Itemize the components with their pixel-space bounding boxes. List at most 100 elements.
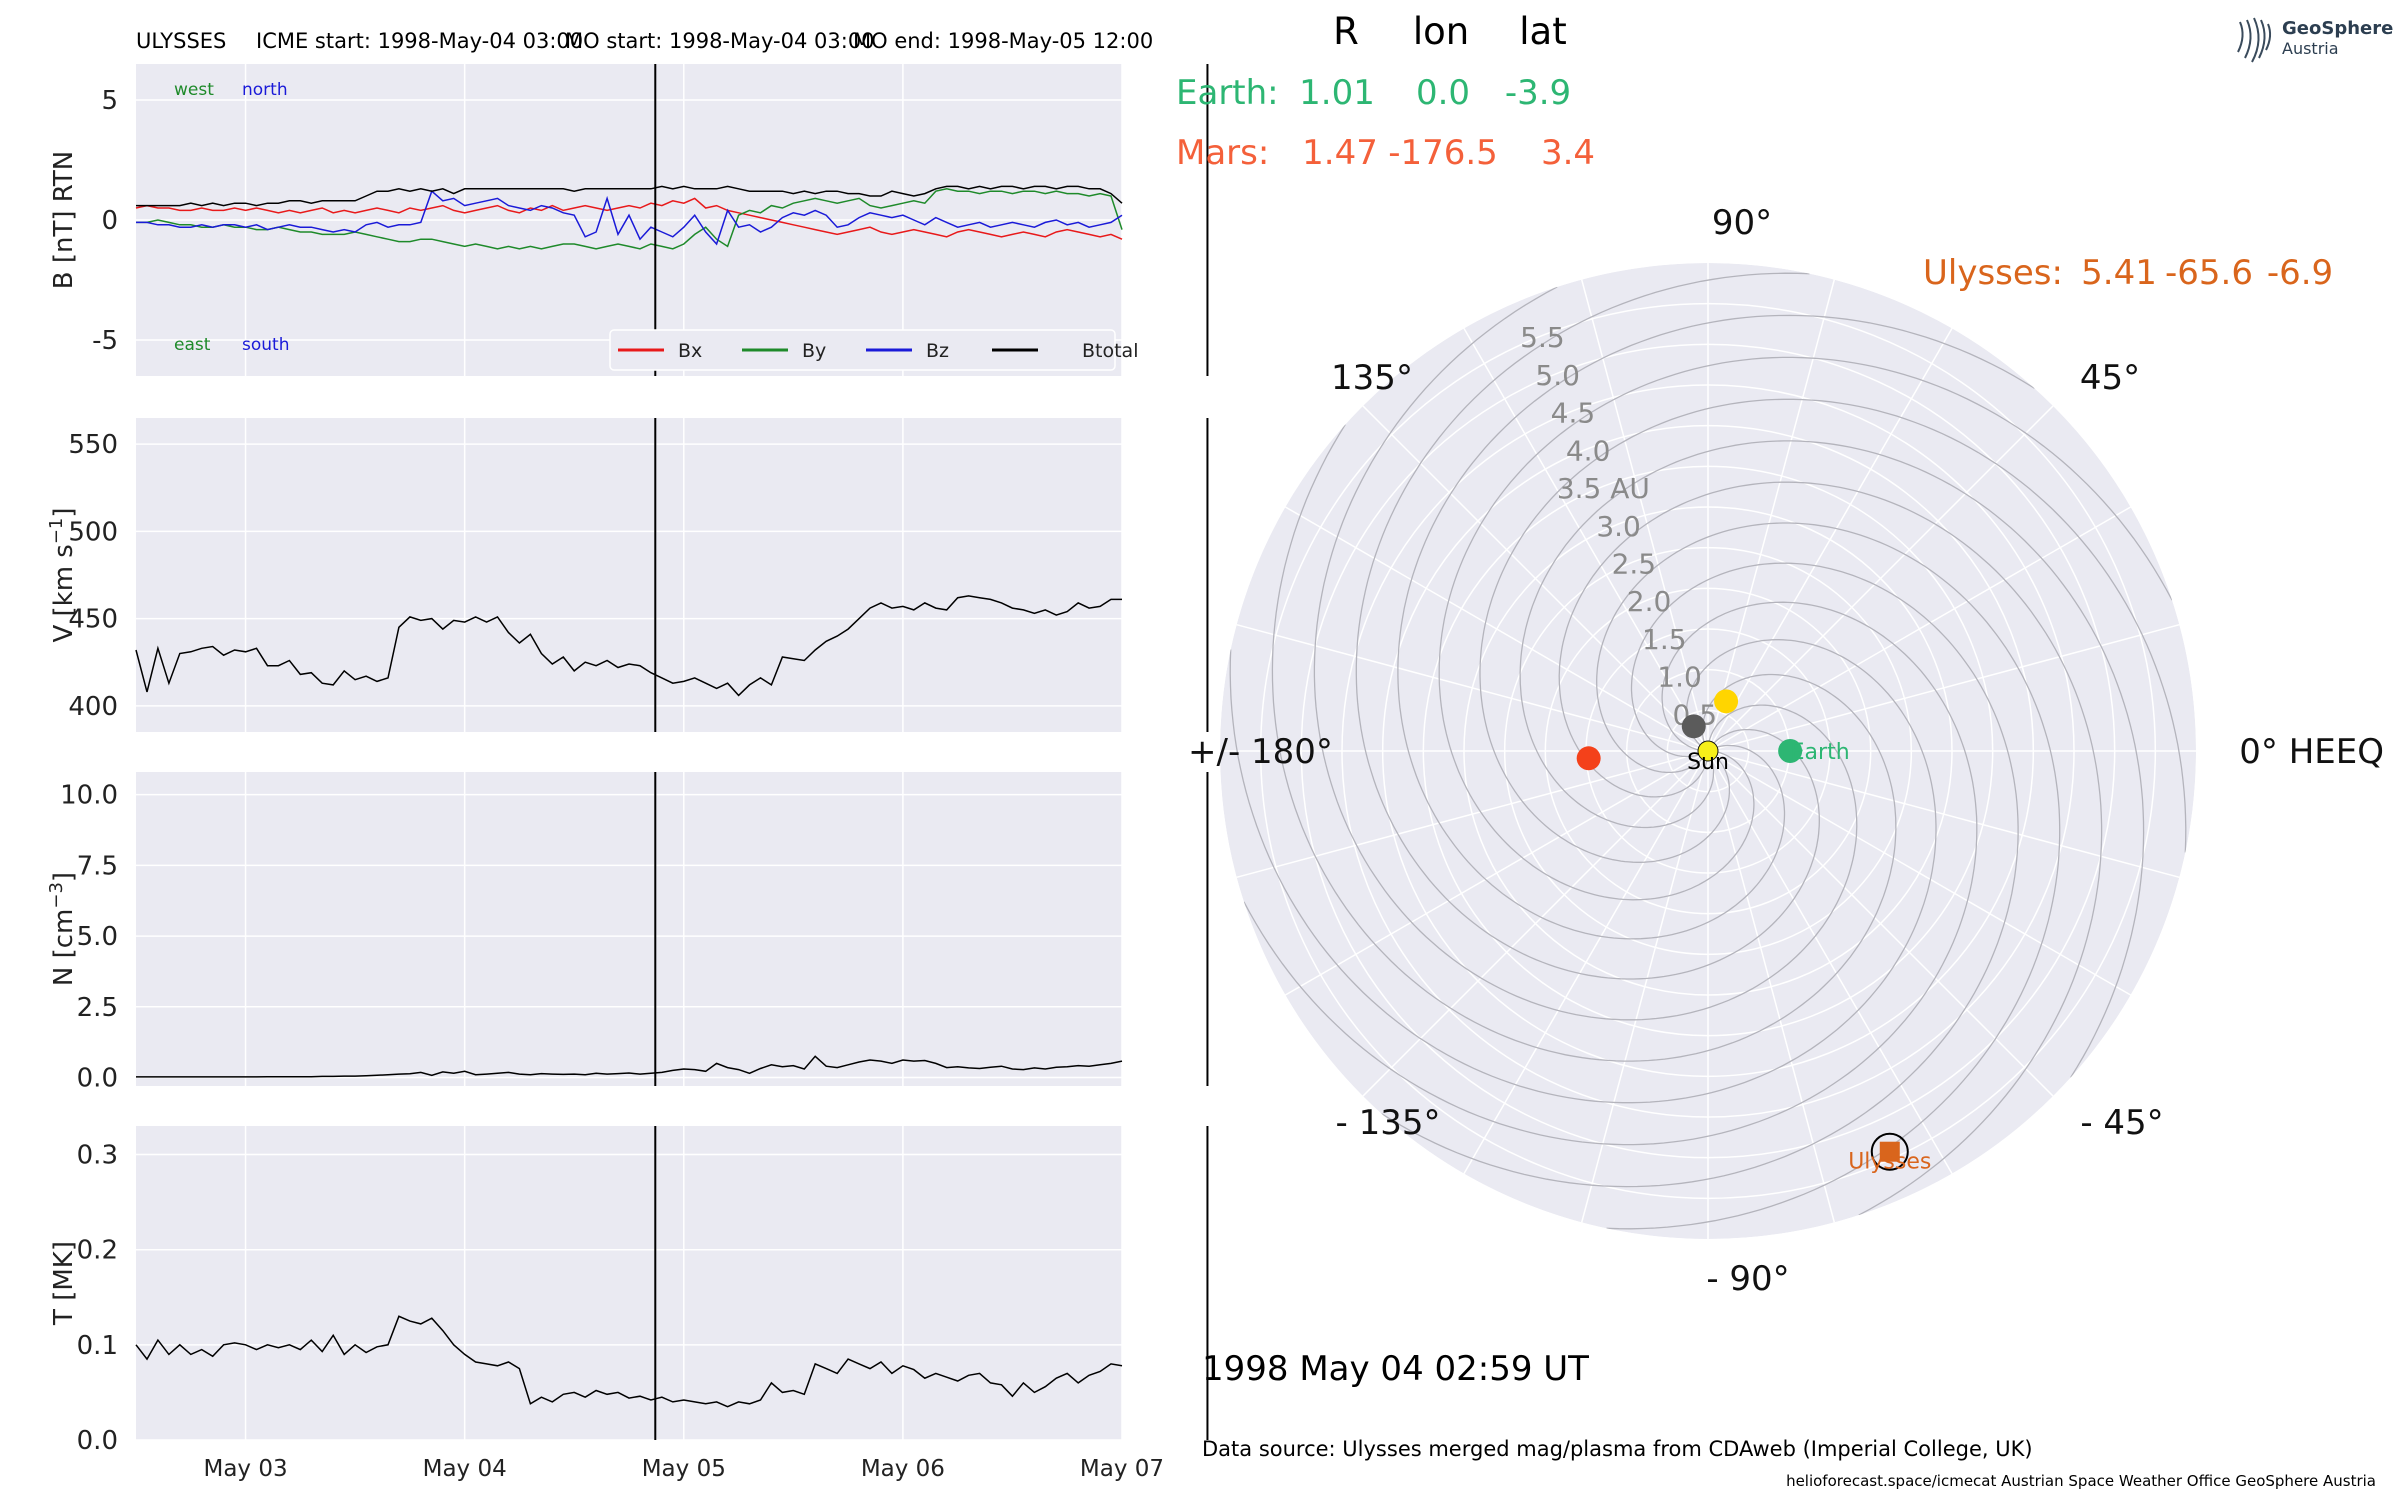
y-axis-label-end: ] [49,872,79,882]
body-marker [1714,689,1739,714]
parker-spiral [1397,314,2035,940]
angular-gridline [1707,750,1953,1174]
data-source: Data source: Ulysses merged mag/plasma f… [1202,1437,2033,1461]
polar-plot: 0.51.01.52.02.53.03.5 AU4.04.55.05.50° H… [1188,203,2384,1299]
series-bx [135,197,1123,240]
y-axis-label-exp: −3 [46,882,67,909]
y-tick-label: 5 [101,86,118,116]
legend-label: Bx [678,340,702,362]
earth-lat: -3.9 [1505,73,1571,113]
y-tick-label: 0.2 [77,1236,118,1266]
y-tick-label: 7.5 [77,851,118,881]
credits: helioforecast.space/icmecat Austrian Spa… [1786,1472,2376,1490]
radial-tick-label: 2.5 [1612,547,1657,580]
header-mo-start: MO start: 1998-May-04 03:00 [565,29,875,53]
earth-position-row: Earth: 1.01 0.0 -3.9 [1176,73,1571,113]
ulysses-label: Ulysses: [1923,253,2063,293]
y-axis-label: B [nT] RTN [49,151,79,290]
radial-tick-label: 5.0 [1535,359,1580,392]
legend-label: Btotal [1082,340,1138,362]
body-marker [1778,739,1803,763]
angular-gridline [1707,750,2131,996]
ulysses-lon: -65.6 [2165,253,2253,293]
parker-spiral [1243,601,1978,1146]
earth-lon: 0.0 [1416,73,1470,113]
body-label: Ulysses [1848,1150,1931,1175]
panel-4: 0.0 0.1 0.2 0.3 T [MK] May 03 May 04 May 05 May … [49,1126,1209,1482]
angle-tick-label: - 135° [1336,1103,1441,1143]
direction-annotation: south [242,335,289,355]
angle-tick-label: - 45° [2080,1103,2163,1143]
angular-gridline [1285,750,1709,996]
angular-gridline [1463,750,1709,1174]
polar-border [1214,257,2202,1245]
radial-tick-label: 3.0 [1596,510,1641,543]
radial-tick-label: 1.0 [1657,661,1702,694]
parker-spiral [1558,481,2103,1216]
y-axis-label-main: V [km s [49,544,79,642]
body-mars [1576,746,1601,771]
panel-2: 400 450 500 550 V [km s−1] [46,418,1209,732]
x-tick-label: May 07 [1080,1456,1164,1482]
body-ring [1870,1132,1909,1171]
parker-spiral [1229,639,1937,1104]
angle-tick-label: 0° HEEQ [2239,732,2384,772]
y-axis-label: T [MK] [49,1241,79,1326]
radial-tick-label: 4.0 [1566,434,1611,467]
series-by [136,188,1123,250]
x-tick-label: May 04 [423,1456,507,1482]
y-tick-label: 500 [68,517,118,547]
body-sun: Sun [1687,740,1729,775]
parker-spiral [1596,522,2061,1230]
series-v [135,595,1122,697]
y-tick-label: 2.5 [77,993,118,1023]
body-marker-5 [1681,714,1706,739]
radial-tick-label: 3.5 AU [1557,472,1650,505]
angular-gridline [1463,328,1709,752]
series-btotal [136,185,1123,207]
header-mo-end: MO end: 1998-May-05 12:00 [853,29,1153,53]
angular-gridline [1707,328,1953,752]
parker-spiral [1313,286,1858,1021]
header-spacecraft: ULYSSES [136,29,226,53]
x-tick-label: May 03 [203,1456,287,1482]
parker-spiral [1519,440,2145,1078]
series-t [135,1315,1123,1408]
body-marker [1681,714,1706,739]
angle-tick-label: 135° [1331,358,1413,398]
header-icme-start: ICME start: 1998-May-04 03:00 [256,29,583,53]
body-label: Sun [1687,750,1729,775]
body-marker [1697,740,1719,762]
series-n [136,1055,1123,1078]
earth-label: Earth: [1176,73,1279,113]
parker-spiral [1479,398,2187,863]
y-axis-label-main: N [cm [49,909,79,986]
geosphere-logo: GeoSphere Austria [2237,17,2393,63]
angular-gridline [1707,506,2131,752]
angle-tick-label: 45° [2080,358,2140,398]
col-header-lat: lat [1519,10,1566,53]
y-tick-label: 0.1 [77,1331,118,1361]
radial-tick-label: 5.5 [1520,321,1565,354]
x-tick-label: May 06 [861,1456,945,1482]
y-tick-label: 400 [68,692,118,722]
body-label: Earth [1791,740,1850,765]
body-marker [1879,1141,1900,1162]
series-bz [136,189,1123,246]
direction-annotation: west [174,80,214,100]
radial-tick-label: 2.0 [1627,585,1672,618]
y-tick-label: 0 [101,206,118,236]
body-marker-4 [1714,689,1739,714]
y-axis-label: N [cm−3] [46,872,79,986]
y-axis-label-exp: −1 [46,518,67,545]
body-marker [1576,746,1601,771]
legend-box [609,329,1116,371]
y-tick-label: 0.0 [77,1426,118,1456]
x-tick-label: May 05 [642,1456,726,1482]
y-tick-label: 10.0 [60,781,118,811]
y-tick-label: 5.0 [77,922,118,952]
timestamp: 1998 May 04 02:59 UT [1202,1349,1589,1389]
y-axis-label-end: ] [49,507,79,517]
y-tick-label: -5 [92,326,118,356]
